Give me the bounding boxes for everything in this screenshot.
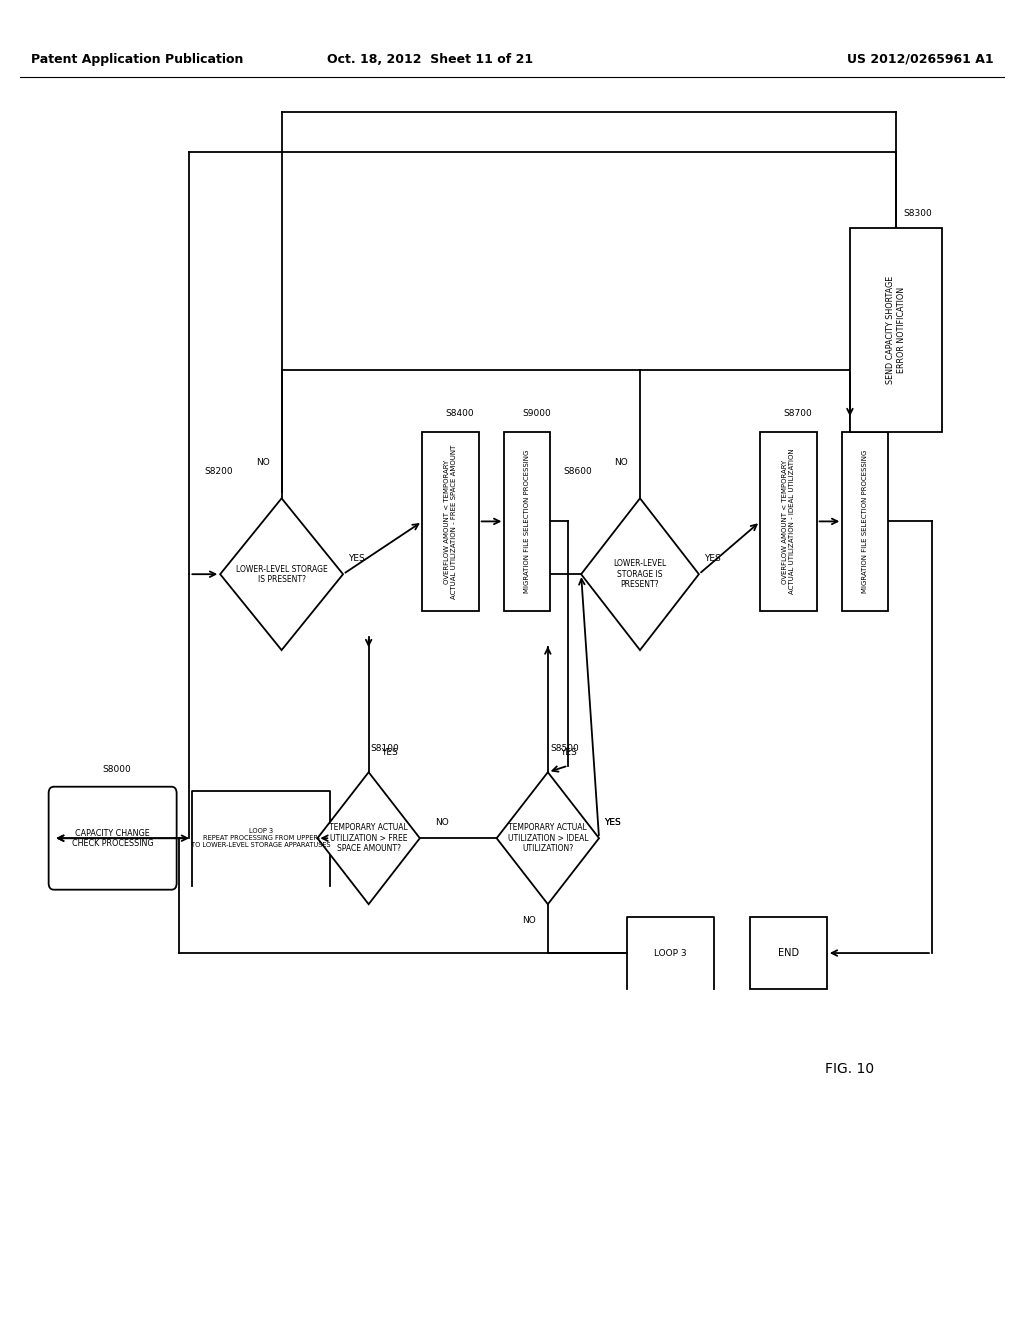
FancyBboxPatch shape bbox=[49, 787, 176, 890]
Polygon shape bbox=[317, 772, 420, 904]
Text: YES: YES bbox=[348, 554, 365, 562]
Text: YES: YES bbox=[705, 554, 721, 562]
FancyBboxPatch shape bbox=[760, 433, 817, 610]
Text: CAPACITY CHANGE
CHECK PROCESSING: CAPACITY CHANGE CHECK PROCESSING bbox=[72, 829, 154, 847]
Text: NO: NO bbox=[435, 818, 449, 826]
Text: LOOP 3: LOOP 3 bbox=[654, 949, 687, 957]
Polygon shape bbox=[582, 499, 698, 651]
Text: TEMPORARY ACTUAL
UTILIZATION > FREE
SPACE AMOUNT?: TEMPORARY ACTUAL UTILIZATION > FREE SPAC… bbox=[330, 824, 408, 853]
Text: S8300: S8300 bbox=[903, 210, 932, 218]
Text: OVERFLOW AMOUNT < TEMPORARY
ACTUAL UTILIZATION - FREE SPACE AMOUNT: OVERFLOW AMOUNT < TEMPORARY ACTUAL UTILI… bbox=[444, 445, 457, 598]
FancyBboxPatch shape bbox=[422, 433, 478, 610]
Text: S8600: S8600 bbox=[563, 467, 592, 475]
Text: LOOP 3
REPEAT PROCESSING FROM UPPER-
TO LOWER-LEVEL STORAGE APPARATUSES: LOOP 3 REPEAT PROCESSING FROM UPPER- TO … bbox=[191, 828, 331, 849]
Text: US 2012/0265961 A1: US 2012/0265961 A1 bbox=[847, 53, 993, 66]
Text: S8400: S8400 bbox=[445, 409, 474, 417]
Text: NO: NO bbox=[522, 916, 536, 924]
Text: S9000: S9000 bbox=[860, 409, 889, 417]
Text: S8200: S8200 bbox=[205, 467, 233, 475]
Text: LOWER-LEVEL
STORAGE IS
PRESENT?: LOWER-LEVEL STORAGE IS PRESENT? bbox=[613, 560, 667, 589]
FancyBboxPatch shape bbox=[750, 916, 827, 990]
FancyBboxPatch shape bbox=[842, 433, 889, 610]
Text: YES: YES bbox=[604, 818, 621, 826]
Text: YES: YES bbox=[604, 818, 621, 826]
Text: YES: YES bbox=[381, 748, 397, 756]
Text: TEMPORARY ACTUAL
UTILIZATION > IDEAL
UTILIZATION?: TEMPORARY ACTUAL UTILIZATION > IDEAL UTI… bbox=[508, 824, 588, 853]
Text: MIGRATION FILE SELECTION PROCESSING: MIGRATION FILE SELECTION PROCESSING bbox=[862, 450, 868, 593]
Text: SEND CAPACITY SHORTAGE
ERROR NOTIFICATION: SEND CAPACITY SHORTAGE ERROR NOTIFICATIO… bbox=[887, 276, 905, 384]
Polygon shape bbox=[220, 499, 343, 651]
Text: Patent Application Publication: Patent Application Publication bbox=[31, 53, 243, 66]
Text: NO: NO bbox=[614, 458, 628, 466]
Text: S8700: S8700 bbox=[783, 409, 812, 417]
Text: S8000: S8000 bbox=[102, 766, 131, 774]
Text: S8100: S8100 bbox=[371, 744, 399, 752]
Text: NO: NO bbox=[256, 458, 269, 466]
FancyBboxPatch shape bbox=[504, 433, 551, 610]
Text: S8500: S8500 bbox=[550, 744, 579, 752]
Text: Oct. 18, 2012  Sheet 11 of 21: Oct. 18, 2012 Sheet 11 of 21 bbox=[327, 53, 534, 66]
FancyBboxPatch shape bbox=[850, 227, 942, 433]
Text: LOWER-LEVEL STORAGE
IS PRESENT?: LOWER-LEVEL STORAGE IS PRESENT? bbox=[236, 565, 328, 583]
Polygon shape bbox=[497, 772, 599, 904]
Text: END: END bbox=[778, 948, 799, 958]
Text: S9000: S9000 bbox=[522, 409, 551, 417]
Text: FIG. 10: FIG. 10 bbox=[825, 1063, 874, 1076]
Text: YES: YES bbox=[560, 748, 577, 756]
Text: OVERFLOW AMOUNT < TEMPORARY
ACTUAL UTILIZATION - IDEAL UTILIZATION: OVERFLOW AMOUNT < TEMPORARY ACTUAL UTILI… bbox=[782, 449, 795, 594]
Text: MIGRATION FILE SELECTION PROCESSING: MIGRATION FILE SELECTION PROCESSING bbox=[524, 450, 530, 593]
